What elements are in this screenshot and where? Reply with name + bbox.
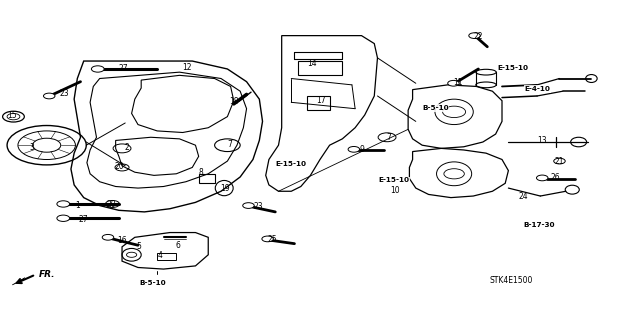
Text: FR.: FR. — [39, 270, 56, 279]
Text: 27: 27 — [118, 63, 128, 72]
Text: 6: 6 — [176, 241, 180, 250]
Circle shape — [44, 93, 55, 99]
Polygon shape — [12, 278, 25, 285]
Text: 20: 20 — [106, 200, 116, 209]
Text: 7: 7 — [387, 133, 392, 142]
Text: 7: 7 — [227, 140, 232, 149]
Text: 12: 12 — [182, 63, 192, 72]
Text: 18: 18 — [229, 97, 239, 106]
Circle shape — [102, 234, 114, 240]
Text: 25: 25 — [268, 235, 277, 244]
Text: 4: 4 — [158, 251, 163, 260]
Text: E-15-10: E-15-10 — [497, 65, 529, 71]
Text: 8: 8 — [198, 168, 203, 177]
Text: 23: 23 — [253, 202, 263, 211]
Circle shape — [57, 201, 70, 207]
Circle shape — [57, 215, 70, 221]
Text: 19: 19 — [221, 184, 230, 193]
Text: E-15-10: E-15-10 — [275, 161, 307, 167]
Text: 23: 23 — [60, 89, 69, 98]
Circle shape — [554, 158, 565, 164]
Text: 9: 9 — [359, 145, 364, 154]
Text: 5: 5 — [136, 242, 141, 251]
Text: E-15-10: E-15-10 — [379, 177, 410, 183]
Text: 24: 24 — [518, 192, 528, 202]
Circle shape — [536, 175, 548, 181]
Text: 11: 11 — [453, 78, 463, 87]
Text: 15: 15 — [8, 111, 17, 121]
Text: 1: 1 — [75, 201, 80, 210]
Text: B-17-30: B-17-30 — [523, 222, 555, 228]
Circle shape — [262, 236, 273, 242]
Circle shape — [448, 80, 460, 86]
Circle shape — [348, 146, 360, 152]
Text: 10: 10 — [390, 186, 400, 195]
Circle shape — [243, 203, 254, 208]
Text: STK4E1500: STK4E1500 — [490, 276, 533, 285]
Text: 16: 16 — [117, 236, 127, 245]
Circle shape — [468, 33, 480, 39]
Text: B-5-10: B-5-10 — [140, 280, 166, 286]
Text: 26: 26 — [550, 174, 560, 182]
Text: 2: 2 — [125, 143, 129, 152]
Text: B-5-10: B-5-10 — [422, 105, 449, 111]
Text: 20: 20 — [114, 162, 124, 171]
Text: 22: 22 — [474, 32, 483, 41]
Text: 3: 3 — [29, 143, 34, 152]
Text: 13: 13 — [538, 136, 547, 145]
Text: 27: 27 — [79, 215, 88, 224]
Text: 17: 17 — [316, 96, 326, 105]
Text: 21: 21 — [555, 157, 564, 166]
Text: E-4-10: E-4-10 — [524, 86, 550, 92]
Text: 14: 14 — [308, 59, 317, 68]
Circle shape — [92, 66, 104, 72]
